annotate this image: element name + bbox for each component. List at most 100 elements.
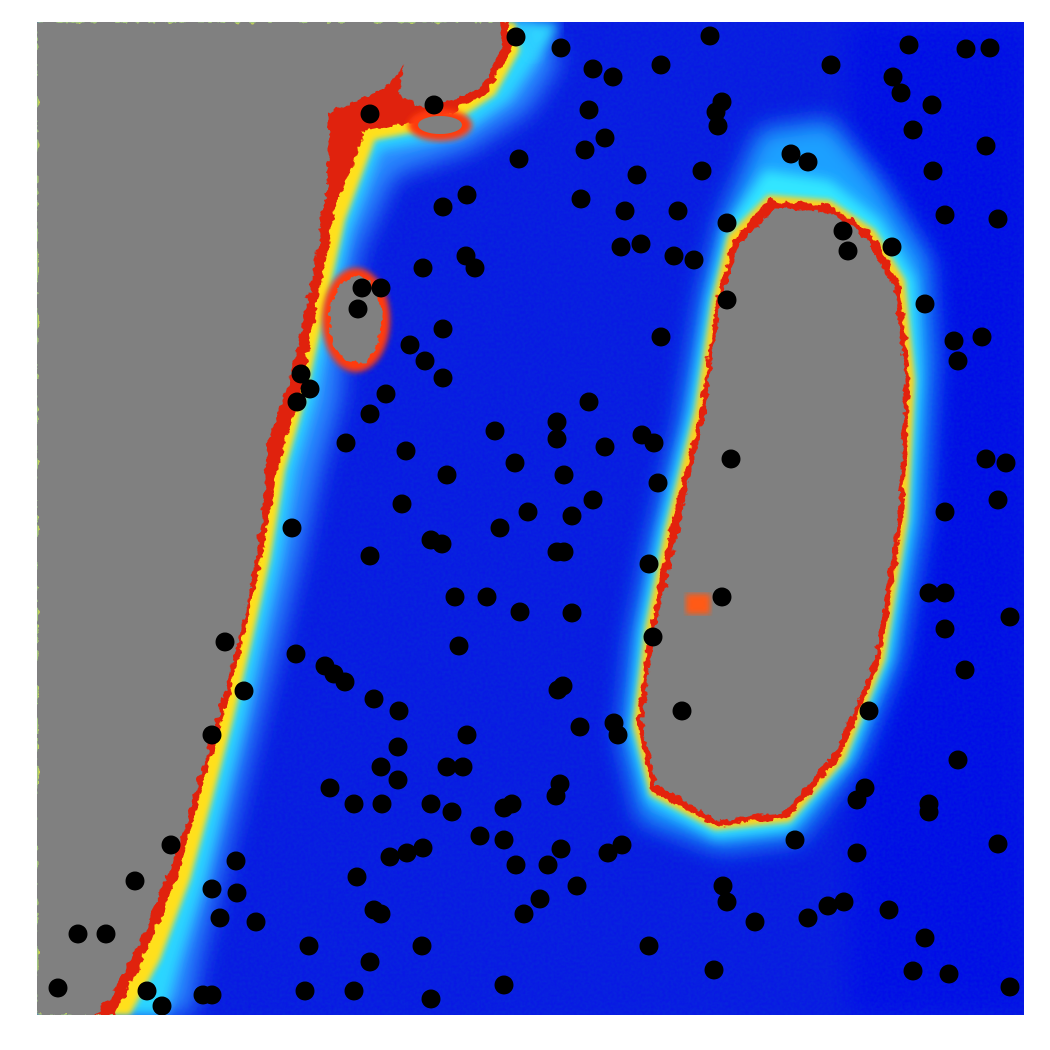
sample-point <box>923 161 943 181</box>
sample-point <box>202 985 222 1005</box>
sample-point <box>939 964 959 984</box>
sample-point <box>935 205 955 225</box>
sample-point <box>882 237 902 257</box>
sample-point <box>371 757 391 777</box>
sample-point <box>915 294 935 314</box>
sample-point <box>202 879 222 899</box>
sample-point <box>700 26 720 46</box>
sample-point <box>286 644 306 664</box>
sample-point <box>948 750 968 770</box>
sample-point <box>234 681 254 701</box>
sample-point <box>433 197 453 217</box>
sample-point <box>371 904 391 924</box>
sample-point <box>538 855 558 875</box>
sample-point <box>988 209 1008 229</box>
sample-point <box>344 981 364 1001</box>
sample-point <box>397 843 417 863</box>
sample-point <box>437 465 457 485</box>
sample-point <box>976 449 996 469</box>
sample-point <box>553 676 573 696</box>
sample-point <box>575 140 595 160</box>
sample-point <box>838 241 858 261</box>
sample-point <box>611 237 631 257</box>
sample-point <box>554 465 574 485</box>
sample-point <box>371 278 391 298</box>
sample-point <box>717 290 737 310</box>
sample-point <box>935 619 955 639</box>
sample-point <box>336 433 356 453</box>
sample-point <box>48 978 68 998</box>
sample-point <box>388 737 408 757</box>
sample-point <box>891 83 911 103</box>
sample-point <box>494 975 514 995</box>
sample-point <box>505 453 525 473</box>
sample-point <box>125 871 145 891</box>
sample-point <box>413 258 433 278</box>
sample-point <box>470 826 490 846</box>
sample-point <box>546 786 566 806</box>
sample-point <box>96 924 116 944</box>
sample-point <box>668 201 688 221</box>
sample-point <box>955 660 975 680</box>
sample-point <box>547 429 567 449</box>
sample-point <box>972 327 992 347</box>
sample-point <box>919 583 939 603</box>
western-inner-bay <box>322 109 472 372</box>
sample-point <box>598 843 618 863</box>
sample-point <box>798 908 818 928</box>
sample-point <box>421 794 441 814</box>
sample-point <box>595 128 615 148</box>
sample-point <box>551 38 571 58</box>
sample-point <box>988 490 1008 510</box>
sample-point <box>721 449 741 469</box>
sample-point <box>360 404 380 424</box>
sample-point <box>348 299 368 319</box>
sample-point <box>903 120 923 140</box>
sample-point <box>643 627 663 647</box>
sample-point <box>400 335 420 355</box>
sample-point <box>988 834 1008 854</box>
sample-point <box>708 116 728 136</box>
sample-point <box>980 38 1000 58</box>
sample-point <box>202 725 222 745</box>
sample-point <box>562 603 582 623</box>
sample-point <box>246 912 266 932</box>
sample-point <box>287 392 307 412</box>
sample-point <box>227 883 247 903</box>
sample-point <box>692 161 712 181</box>
sample-point <box>956 39 976 59</box>
sample-point <box>392 494 412 514</box>
sample-point <box>713 876 733 896</box>
sample-point <box>631 234 651 254</box>
sample-point <box>424 95 444 115</box>
sample-point <box>579 392 599 412</box>
sample-point <box>502 794 522 814</box>
sample-point <box>445 587 465 607</box>
sample-point <box>161 835 181 855</box>
sample-point <box>935 583 955 603</box>
sample-points <box>48 26 1020 1015</box>
sample-point <box>432 534 452 554</box>
sample-point <box>282 518 302 538</box>
sample-point <box>299 936 319 956</box>
sample-point <box>152 996 172 1015</box>
sample-point <box>1000 977 1020 997</box>
sample-point <box>335 672 355 692</box>
sample-point <box>922 95 942 115</box>
sample-point <box>567 876 587 896</box>
sample-point <box>562 506 582 526</box>
west-coast-landmass <box>37 22 503 1015</box>
central-island <box>642 208 905 820</box>
sample-point <box>380 847 400 867</box>
sample-point <box>291 364 311 384</box>
sample-point <box>360 952 380 972</box>
sample-point <box>415 351 435 371</box>
sample-point <box>648 473 668 493</box>
sample-point <box>684 250 704 270</box>
sample-point <box>583 59 603 79</box>
sample-point <box>300 379 320 399</box>
sample-point <box>518 502 538 522</box>
sample-point <box>745 912 765 932</box>
sample-point <box>320 778 340 798</box>
